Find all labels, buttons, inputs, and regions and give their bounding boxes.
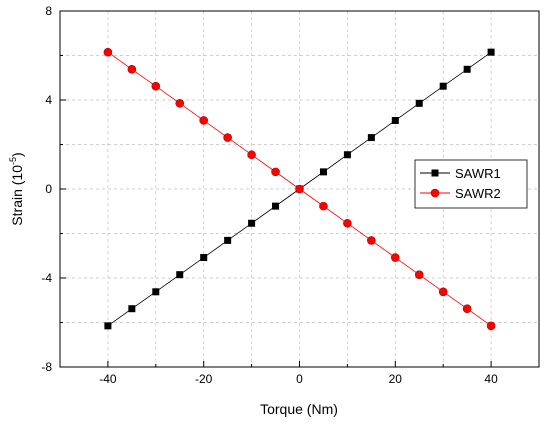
grid bbox=[60, 11, 539, 367]
y-axis-title-close: ) bbox=[9, 152, 25, 157]
data-point-sawr2 bbox=[151, 81, 161, 91]
data-point-sawr2 bbox=[438, 287, 448, 297]
data-point-sawr2 bbox=[199, 116, 208, 125]
series-layer bbox=[103, 47, 496, 331]
data-point-sawr2 bbox=[295, 184, 304, 194]
data-point-sawr2 bbox=[127, 64, 137, 74]
data-point-sawr2 bbox=[103, 47, 113, 57]
data-point-sawr1 bbox=[176, 271, 184, 279]
y-tick-label: 8 bbox=[45, 4, 52, 18]
y-tick-label: -4 bbox=[41, 271, 52, 285]
data-point-sawr1 bbox=[415, 99, 423, 107]
data-point-sawr1 bbox=[248, 219, 256, 227]
data-point-sawr1 bbox=[367, 134, 375, 142]
data-point-sawr1 bbox=[128, 305, 136, 313]
legend-label-sawr2: SAWR2 bbox=[455, 186, 501, 201]
data-point-sawr2 bbox=[223, 133, 232, 142]
legend-box bbox=[414, 159, 528, 209]
data-point-sawr2 bbox=[343, 218, 352, 228]
y-tick-label: 4 bbox=[45, 93, 52, 107]
data-point-sawr2 bbox=[390, 253, 400, 262]
data-point-sawr2 bbox=[367, 236, 376, 245]
legend-marker-sawr2 bbox=[430, 188, 440, 198]
data-point-sawr2 bbox=[462, 304, 472, 314]
data-point-sawr1 bbox=[224, 236, 232, 244]
x-tick-label: 40 bbox=[484, 372, 498, 386]
data-point-sawr1 bbox=[272, 202, 280, 210]
data-point-sawr1 bbox=[200, 254, 208, 262]
data-point-sawr2 bbox=[271, 167, 280, 177]
data-point-sawr2 bbox=[175, 99, 185, 108]
legend-label-sawr1: SAWR1 bbox=[455, 166, 501, 181]
legend-item-sawr1: SAWR1 bbox=[420, 166, 501, 181]
y-axis-title-exponent: -5 bbox=[8, 157, 18, 165]
x-tick-label: 20 bbox=[389, 372, 403, 386]
data-point-sawr1 bbox=[391, 116, 399, 124]
data-point-sawr1 bbox=[463, 65, 471, 73]
data-point-sawr1 bbox=[487, 48, 495, 56]
legend-item-sawr2: SAWR2 bbox=[420, 186, 501, 201]
data-point-sawr1 bbox=[343, 151, 351, 159]
data-point-sawr2 bbox=[414, 270, 424, 279]
y-tick-label: 0 bbox=[45, 182, 52, 196]
data-point-sawr1 bbox=[104, 322, 112, 330]
legend-marker-sawr1 bbox=[431, 169, 439, 177]
data-point-sawr2 bbox=[247, 150, 256, 160]
data-point-sawr2 bbox=[319, 201, 328, 211]
x-tick-label: -20 bbox=[195, 372, 213, 386]
y-tick-label: -8 bbox=[41, 360, 52, 374]
x-axis-title: Torque (Nm) bbox=[260, 401, 338, 417]
data-point-sawr1 bbox=[439, 82, 447, 90]
y-axis-title-main: Strain (10 bbox=[9, 165, 25, 226]
y-axis-title: Strain (10-5) bbox=[8, 152, 25, 225]
x-tick-label: 0 bbox=[296, 372, 303, 386]
data-point-sawr1 bbox=[152, 288, 160, 296]
x-tick-label: -40 bbox=[99, 372, 117, 386]
data-point-sawr1 bbox=[319, 168, 327, 176]
legend: SAWR1 SAWR2 bbox=[414, 159, 528, 209]
data-point-sawr2 bbox=[486, 321, 496, 331]
